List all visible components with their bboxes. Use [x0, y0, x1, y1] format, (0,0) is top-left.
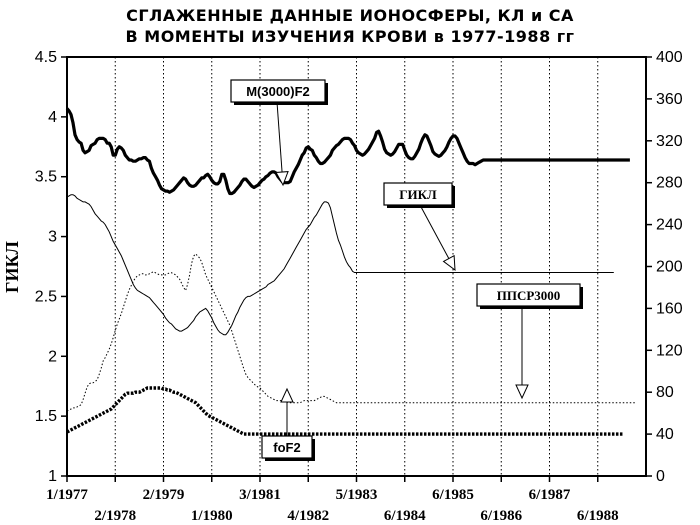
y-tick-label: 1: [48, 468, 57, 485]
y2-tick-label: 200: [656, 259, 683, 276]
callout-arrowhead: [442, 254, 456, 272]
y2-tick-label: 0: [656, 468, 665, 485]
annotation-layer: M(3000)F2 ГИКЛ ППСР3000 foF2: [230, 79, 583, 461]
y2-tick-label: 320: [656, 133, 683, 150]
y2-tick-label: 360: [656, 91, 683, 108]
y-axis-right: 0 40 80 120 160 200 240 280 320 360 400: [646, 49, 683, 485]
x-tick-label: 6/1988: [577, 508, 619, 524]
callout-label: M(3000)F2: [246, 84, 310, 99]
y-tick-label: 2: [48, 348, 57, 365]
x-tick-label: 3/1981: [239, 487, 281, 503]
x-tick-label: 5/1983: [336, 487, 378, 503]
x-tick-label: 6/1984: [384, 508, 426, 524]
series-line: [66, 386, 624, 436]
y2-tick-label: 120: [656, 342, 683, 359]
y2-tick-label: 280: [656, 175, 683, 192]
series-line: [65, 107, 630, 196]
y2-tick-label: 40: [656, 426, 674, 443]
y2-tick-label: 80: [656, 384, 674, 401]
y-tick-label: 4: [48, 109, 57, 126]
callout-arrowhead: [275, 171, 289, 187]
chart-title-line-1: СГЛАЖЕННЫЕ ДАННЫЕ ИОНОСФЕРЫ, КЛ и СА: [126, 6, 574, 25]
callout-label: foF2: [273, 440, 300, 455]
callout-label: ППСР3000: [497, 288, 561, 303]
x-axis: 1/1977 2/1978 2/1979 1/1980 3/1981 4/1982 5/19…: [46, 476, 619, 524]
x-tick-label: 6/1986: [480, 508, 522, 524]
series-line: [66, 253, 636, 412]
series-line: [66, 194, 614, 336]
callout-box: [383, 182, 453, 206]
x-tick-label: 4/1982: [287, 508, 329, 524]
callout-box: [230, 79, 326, 103]
vertical-grid: [114, 57, 599, 476]
y-tick-label: 3: [48, 229, 57, 246]
chart-title-line-2: В МОМЕНТЫ ИЗУЧЕНИЯ КРОВИ в 1977-1988 гг: [125, 27, 575, 46]
y-tick-label: 4.5: [35, 49, 57, 66]
x-tick-label: 2/1978: [94, 508, 136, 524]
y2-tick-label: 400: [656, 49, 683, 66]
x-tick-label: 1/1980: [191, 508, 233, 524]
y-tick-label: 3.5: [35, 169, 57, 186]
y-axis-label: ГИКЛ: [2, 240, 22, 293]
x-tick-label: 6/1987: [529, 487, 571, 503]
y-tick-label: 1.5: [35, 408, 57, 425]
y2-tick-label: 160: [656, 300, 683, 317]
callout-arrowhead: [515, 384, 529, 400]
callout-arrowhead: [280, 387, 294, 403]
series-layer: [65, 107, 636, 436]
x-tick-label: 2/1979: [143, 487, 185, 503]
y-axis-left: 1 1.5 2 2.5 3 3.5 4 4.5: [35, 49, 67, 485]
callout-arrow: [276, 101, 284, 186]
callout-box: [476, 283, 581, 307]
y-tick-label: 2.5: [35, 288, 57, 305]
callout-label: ГИКЛ: [399, 187, 437, 202]
x-tick-label: 6/1985: [432, 487, 474, 503]
x-tick-label: 1/1977: [46, 487, 88, 503]
y2-tick-label: 240: [656, 217, 683, 234]
